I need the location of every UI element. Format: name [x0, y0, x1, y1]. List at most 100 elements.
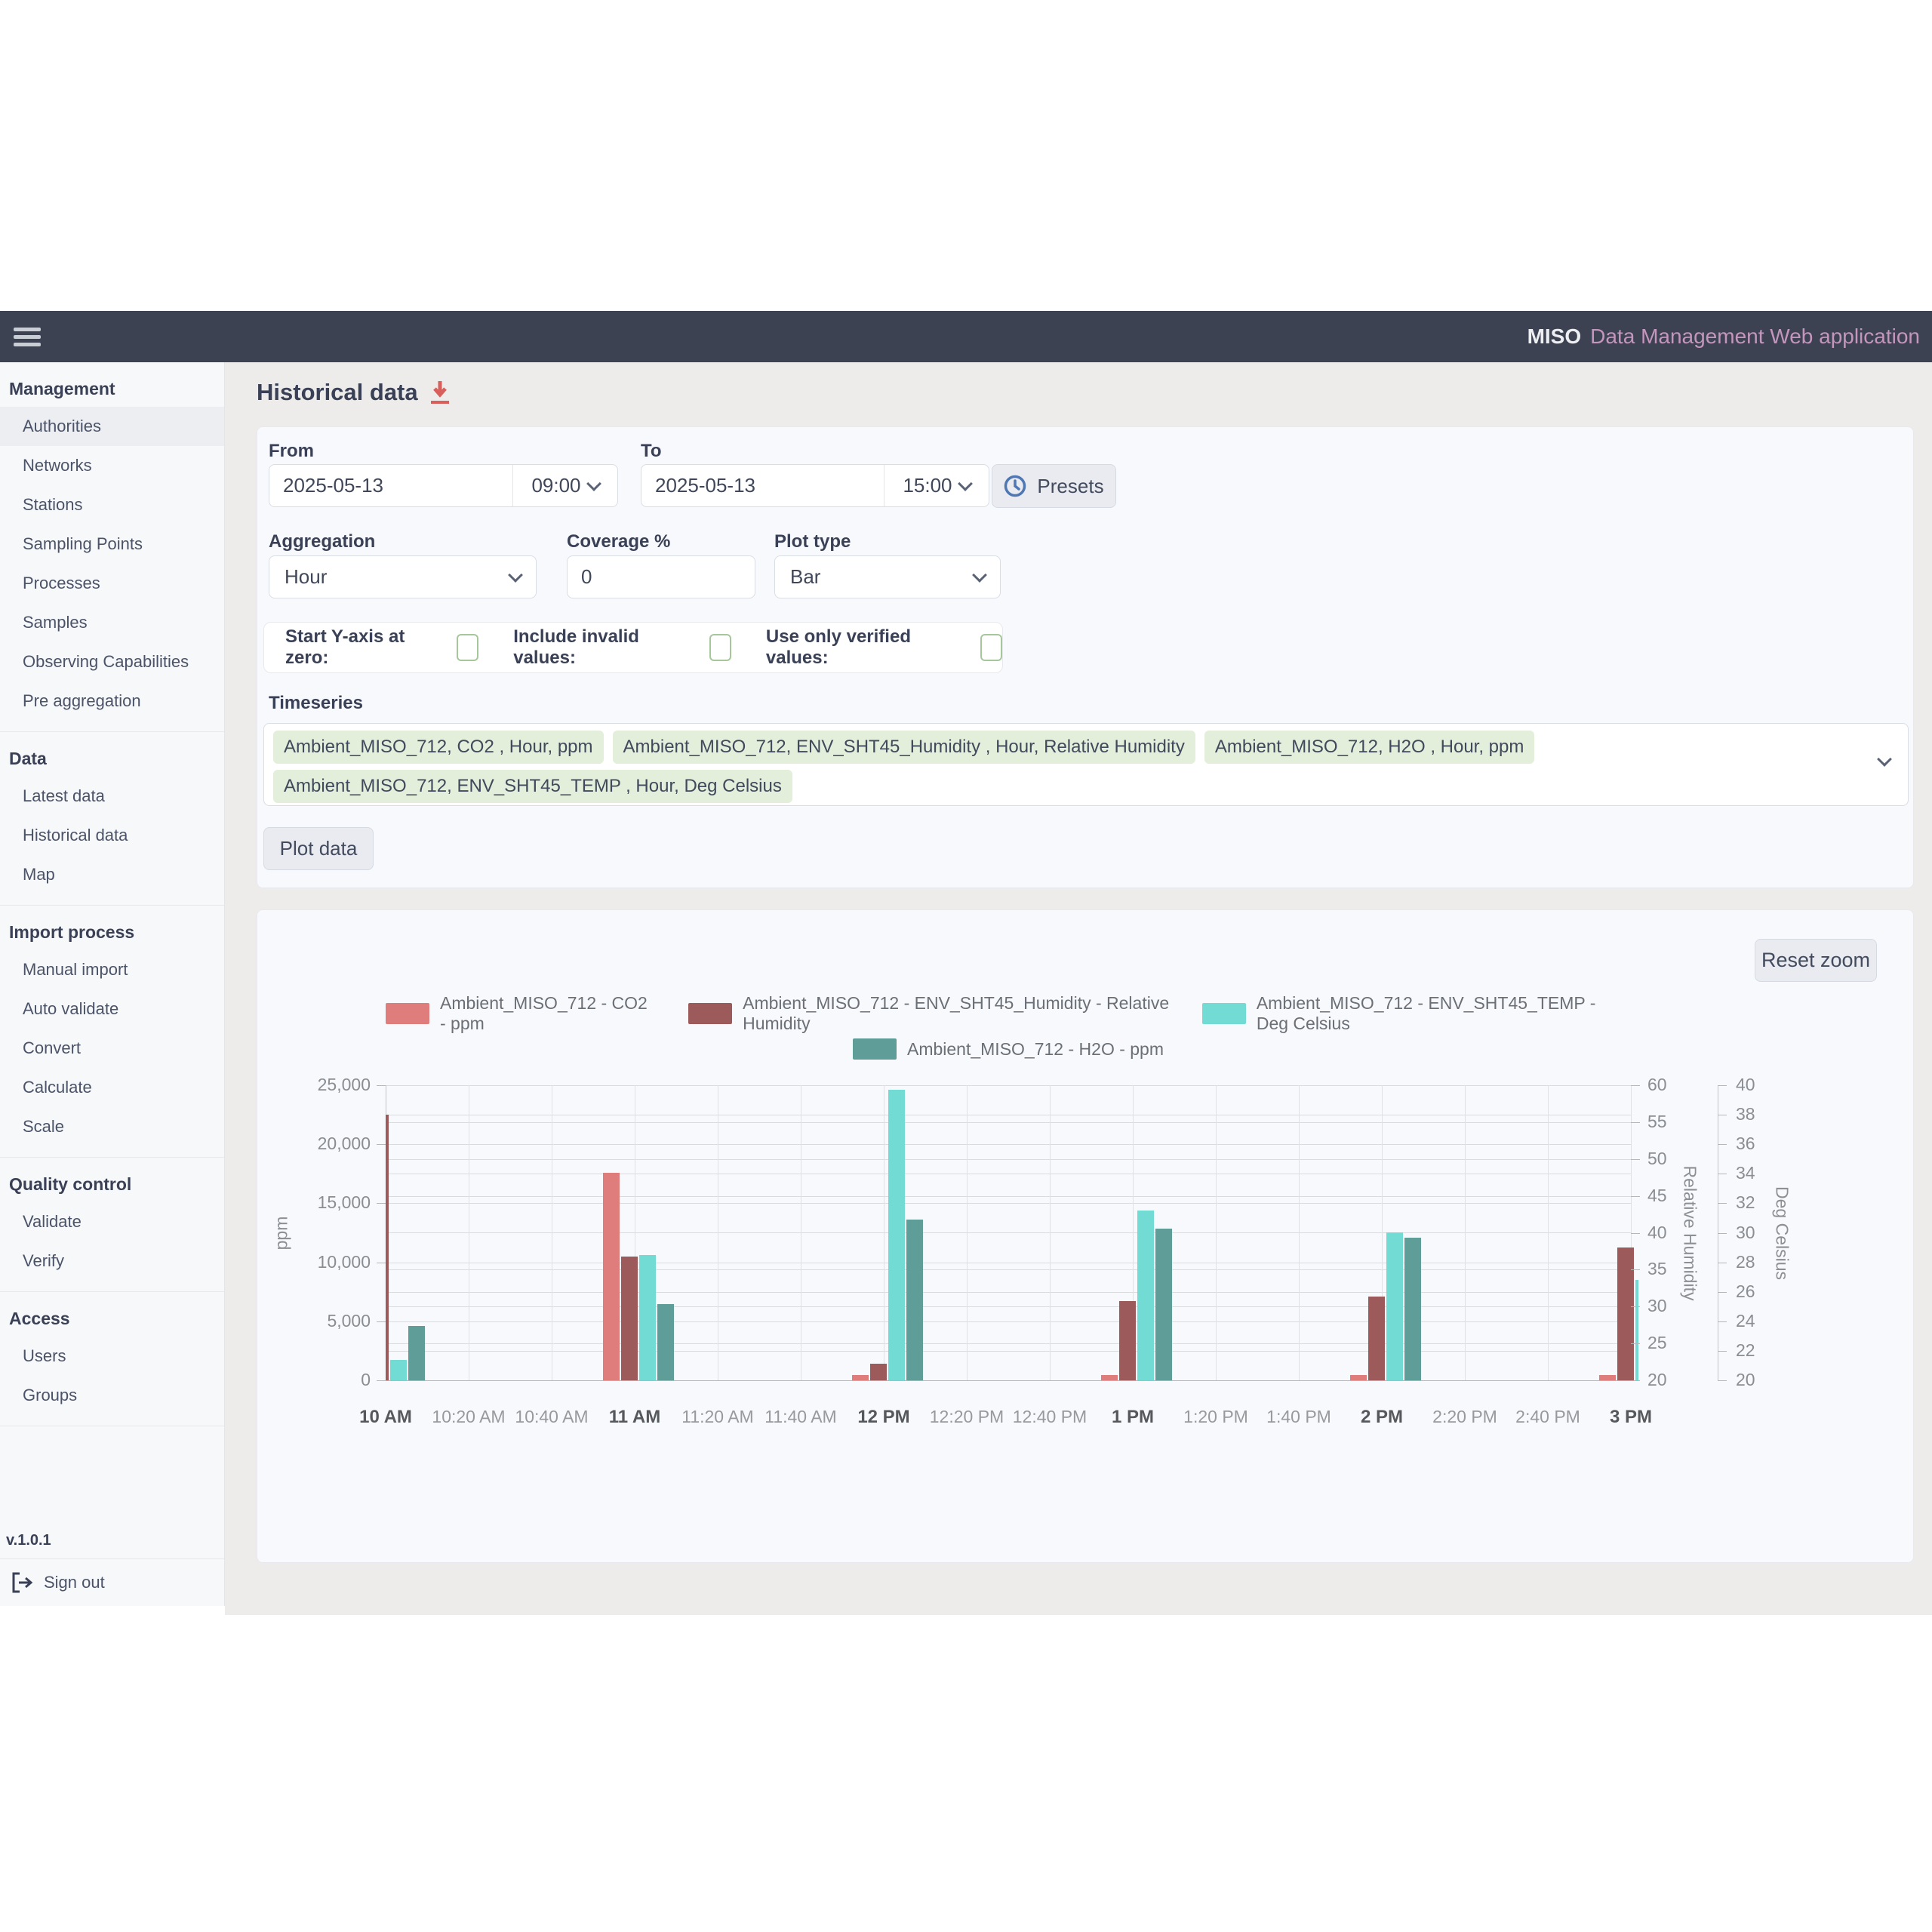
checkbox[interactable] [709, 634, 731, 661]
reset-zoom-button[interactable]: Reset zoom [1755, 939, 1877, 982]
app-version: v.1.0.1 [0, 1524, 224, 1559]
timeseries-tag[interactable]: Ambient_MISO_712, CO2 , Hour, ppm [273, 731, 604, 764]
sign-out-icon [12, 1572, 33, 1593]
gridline-horizontal [386, 1159, 1631, 1160]
legend-item[interactable]: Ambient_MISO_712 - ENV_SHT45_Humidity - … [688, 993, 1171, 1034]
timeseries-tag[interactable]: Ambient_MISO_712, H2O , Hour, ppm [1204, 731, 1535, 764]
sidebar-item-latest-data[interactable]: Latest data [23, 786, 105, 805]
sidebar-item-users[interactable]: Users [23, 1346, 66, 1365]
sidebar-item-verify[interactable]: Verify [23, 1251, 65, 1270]
rh-axis-tick-label: 50 [1647, 1148, 1667, 1168]
sidebar-item-validate[interactable]: Validate [23, 1212, 82, 1231]
chevron-down-icon [586, 475, 601, 491]
menu-hamburger-icon[interactable] [14, 324, 41, 350]
chevron-down-icon [1877, 752, 1892, 767]
gridline-horizontal [386, 1292, 1631, 1293]
sidebar-item-sampling-points[interactable]: Sampling Points [23, 534, 143, 553]
degc-axis-tick [1718, 1291, 1727, 1293]
bar-rh-12pm [870, 1364, 887, 1380]
sidebar-item-map[interactable]: Map [23, 865, 55, 884]
chart-legend: Ambient_MISO_712 - CO2 - ppm Ambient_MISO… [386, 993, 1631, 1060]
rh-axis-tick [1631, 1195, 1640, 1197]
degc-axis-tick-label: 20 [1736, 1370, 1755, 1389]
sidebar-item-processes[interactable]: Processes [23, 574, 100, 592]
to-input-group: 2025-05-13 15:00 [641, 464, 989, 507]
sidebar-item-manual-import[interactable]: Manual import [23, 960, 128, 979]
rh-axis-tick [1631, 1380, 1640, 1381]
sidebar-item-scale[interactable]: Scale [23, 1117, 65, 1136]
degc-axis-tick-label: 32 [1736, 1192, 1755, 1213]
app-name: Data Management Web application [1590, 325, 1920, 348]
sidebar-item-samples[interactable]: Samples [23, 613, 88, 632]
bar-degc-2pm [1386, 1232, 1403, 1380]
checkbox[interactable] [980, 634, 1002, 661]
bar-ppm-2pm [1350, 1375, 1367, 1380]
presets-button[interactable]: Presets [992, 464, 1116, 508]
plot-type-select[interactable]: Bar [774, 555, 1001, 598]
timeseries-label: Timeseries [269, 693, 363, 713]
sidebar-item-pre-aggregation[interactable]: Pre aggregation [23, 691, 141, 710]
gridline-vertical [1050, 1085, 1051, 1380]
y-axis-tick [377, 1203, 386, 1204]
rh-axis-tick [1631, 1306, 1640, 1308]
gridline-horizontal [386, 1343, 1631, 1344]
aggregation-select[interactable]: Hour [269, 555, 537, 598]
sidebar-item-stations[interactable]: Stations [23, 495, 83, 514]
sidebar-item-convert[interactable]: Convert [23, 1038, 82, 1057]
bar-degc-12pm [888, 1090, 905, 1380]
chevron-down-icon [508, 567, 523, 583]
x-axis-tick-label: 2:40 PM [1515, 1407, 1580, 1426]
rh-axis-tick-label: 30 [1647, 1296, 1667, 1316]
timeseries-select[interactable]: Ambient_MISO_712, CO2 , Hour, ppm Ambient… [263, 723, 1909, 806]
timeseries-tag[interactable]: Ambient_MISO_712, ENV_SHT45_TEMP , Hour,… [273, 770, 792, 803]
checkbox[interactable] [457, 634, 479, 661]
download-icon[interactable] [430, 381, 450, 404]
degc-axis-tick [1718, 1321, 1727, 1322]
gridline-horizontal [386, 1144, 1631, 1145]
degc-axis-tick [1718, 1144, 1727, 1146]
sidebar-item-groups[interactable]: Groups [23, 1386, 78, 1404]
timeseries-tag[interactable]: Ambient_MISO_712, ENV_SHT45_Humidity , H… [612, 731, 1195, 764]
sidebar-item-auto-validate[interactable]: Auto validate [23, 999, 119, 1018]
rh-axis-tick-label: 55 [1647, 1111, 1667, 1131]
from-date-input[interactable]: 2025-05-13 [269, 465, 513, 506]
x-axis-tick-label: 10:40 AM [515, 1407, 589, 1426]
plot-data-button[interactable]: Plot data [263, 827, 374, 870]
x-axis-line [386, 1380, 1638, 1381]
sidebar-item-observing-capabilities[interactable]: Observing Capabilities [23, 652, 189, 671]
sidebar-item-historical-data[interactable]: Historical data [23, 826, 128, 844]
bar-ppm-10am [408, 1326, 425, 1380]
to-time-select[interactable]: 15:00 [884, 465, 989, 506]
sidebar-item-calculate[interactable]: Calculate [23, 1078, 92, 1097]
toggle-option: Include invalid values: [513, 626, 731, 669]
rh-axis-tick-label: 40 [1647, 1222, 1667, 1242]
chevron-down-icon [957, 475, 973, 491]
app-title: MISO Data Management Web application [1527, 311, 1920, 362]
gridline-vertical [1216, 1085, 1217, 1380]
degc-axis-title: Deg Celsius [1772, 1186, 1792, 1280]
x-axis-tick-label: 11:40 AM [764, 1407, 837, 1426]
gridline-horizontal [386, 1269, 1631, 1270]
legend-item[interactable]: Ambient_MISO_712 - H2O - ppm [852, 1038, 1164, 1060]
toggle-option: Start Y-axis at zero: [285, 626, 479, 669]
degc-axis-tick [1718, 1203, 1727, 1204]
sidebar-section-access: Access [9, 1309, 70, 1328]
legend-item[interactable]: Ambient_MISO_712 - ENV_SHT45_TEMP - Deg … [1201, 993, 1631, 1034]
rh-axis-tick [1631, 1343, 1640, 1345]
rh-axis-tick-label: 45 [1647, 1185, 1667, 1205]
sign-out-button[interactable]: Sign out [0, 1559, 224, 1606]
legend-item[interactable]: Ambient_MISO_712 - CO2 - ppm [386, 993, 657, 1034]
degc-axis-tick-label: 34 [1736, 1163, 1755, 1183]
from-time-select[interactable]: 09:00 [513, 465, 617, 506]
gridline-vertical [1548, 1085, 1549, 1380]
sidebar-item-authorities[interactable]: Authorities [0, 407, 224, 446]
sidebar-item-networks[interactable]: Networks [23, 456, 92, 475]
x-axis-tick-label: 12:20 PM [929, 1407, 1004, 1426]
rh-axis-tick [1631, 1121, 1640, 1123]
to-date-input[interactable]: 2025-05-13 [641, 465, 884, 506]
coverage-input[interactable]: 0 [567, 555, 755, 598]
x-axis-tick-label: 1:40 PM [1266, 1407, 1331, 1426]
coverage-label: Coverage % [567, 531, 671, 552]
sidebar: Management Authorities Networks Stations Sam… [0, 362, 225, 1606]
rh-axis-tick [1631, 1232, 1640, 1234]
